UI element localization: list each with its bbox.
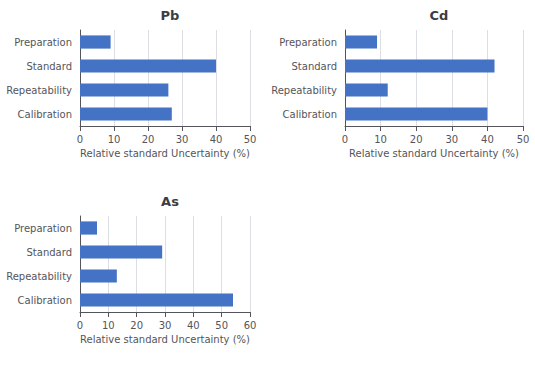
svg-text:20: 20 — [142, 134, 155, 145]
svg-text:As: As — [161, 194, 179, 209]
svg-text:0: 0 — [342, 134, 348, 145]
svg-text:0: 0 — [77, 134, 83, 145]
svg-text:Preparation: Preparation — [279, 37, 337, 48]
svg-text:40: 40 — [481, 134, 494, 145]
svg-text:Standard: Standard — [27, 247, 73, 258]
svg-text:Relative standard Uncertainty: Relative standard Uncertainty (%) — [349, 148, 519, 159]
svg-text:10: 10 — [374, 134, 387, 145]
svg-text:Pb: Pb — [161, 8, 180, 23]
svg-text:60: 60 — [244, 320, 257, 331]
svg-text:Preparation: Preparation — [14, 223, 72, 234]
svg-text:30: 30 — [176, 134, 189, 145]
svg-text:Relative standard Uncertainty: Relative standard Uncertainty (%) — [80, 334, 250, 345]
svg-text:40: 40 — [187, 320, 200, 331]
svg-text:Standard: Standard — [27, 61, 73, 72]
svg-text:Relative standard Uncertainty: Relative standard Uncertainty (%) — [80, 148, 250, 159]
svg-text:Cd: Cd — [430, 8, 449, 23]
svg-text:50: 50 — [517, 134, 530, 145]
svg-text:Repeatability: Repeatability — [6, 85, 72, 96]
svg-text:Calibration: Calibration — [283, 109, 337, 120]
svg-text:10: 10 — [108, 134, 121, 145]
svg-text:Repeatability: Repeatability — [271, 85, 337, 96]
svg-text:Standard: Standard — [292, 61, 338, 72]
svg-text:10: 10 — [102, 320, 115, 331]
svg-text:30: 30 — [159, 320, 172, 331]
svg-text:50: 50 — [215, 320, 228, 331]
svg-text:Preparation: Preparation — [14, 37, 72, 48]
svg-text:Calibration: Calibration — [18, 295, 72, 306]
svg-text:30: 30 — [445, 134, 458, 145]
svg-text:Repeatability: Repeatability — [6, 271, 72, 282]
svg-text:20: 20 — [130, 320, 143, 331]
svg-text:Calibration: Calibration — [18, 109, 72, 120]
svg-text:20: 20 — [410, 134, 423, 145]
svg-text:50: 50 — [244, 134, 257, 145]
svg-text:40: 40 — [210, 134, 223, 145]
svg-text:0: 0 — [77, 320, 83, 331]
